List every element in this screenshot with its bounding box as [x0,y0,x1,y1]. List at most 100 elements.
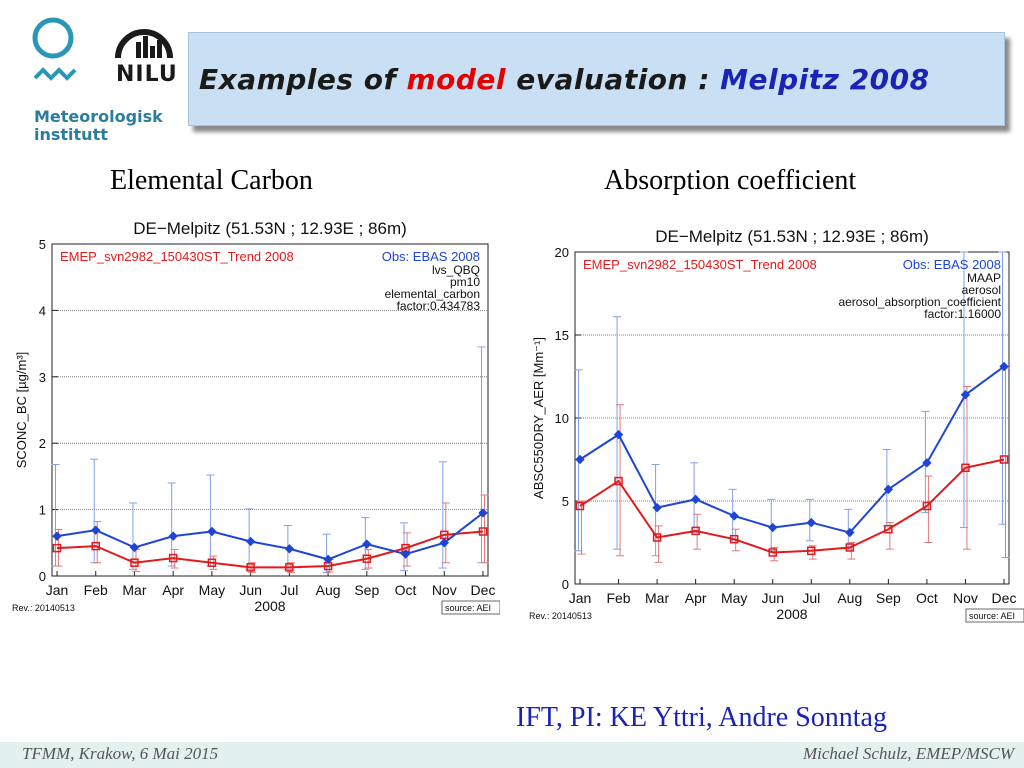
y-axis-label: SCONC_BC [µg/m³] [14,352,29,469]
x-tick-label: May [199,582,225,598]
x-tick-label: Jun [761,590,784,606]
info-line: lvs_QBQ [432,263,480,277]
x-tick-label: May [721,590,747,606]
y-tick-label: 1 [39,503,46,518]
x-tick-label: Nov [432,582,457,598]
x-tick-label: Feb [84,582,108,598]
obs-point [806,517,816,528]
model-series-line [56,530,484,569]
x-tick-label: Oct [916,590,938,606]
obs-point [729,511,739,521]
x-tick-label: Feb [606,590,630,606]
y-tick-label: 0 [39,569,46,584]
obs-point [478,508,488,518]
legend-model-label: EMEP_svn2982_150430ST_Trend 2008 [60,249,294,264]
met-logo-line-2: institutt [34,125,108,144]
data-credit: IFT, PI: KE Yttri, Andre Sonntag [516,702,887,733]
x-tick-label: Jul [802,590,820,606]
obs-point [690,494,701,505]
title-part-1: Examples of [199,63,407,96]
source-box [965,608,1024,623]
info-line: elemental_carbon [385,287,480,301]
y-tick-label: 4 [39,303,46,318]
met-institute-logo [32,17,77,81]
title-banner: Examples of model evaluation : Melpitz 2… [188,32,1005,126]
x-tick-label: Apr [162,582,184,598]
plot-frame [51,243,489,577]
model-point [285,563,294,572]
obs-point [613,429,624,440]
revision-note: Rev.: 20140513 [529,611,592,621]
y-tick-label: 20 [555,245,569,260]
obs-point [323,554,333,565]
obs-series-line [56,512,484,561]
y-tick-label: 10 [555,411,569,426]
obs-point [575,454,585,465]
model-point [575,501,585,511]
x-tick-label: Mar [122,582,146,598]
obs-point [207,526,217,537]
model-point [961,463,970,473]
y-axis-label: ABSC550DRY_AER [Mm⁻¹] [531,337,546,499]
y-tick-label: 5 [562,494,569,509]
obs-point [922,458,932,468]
title-site: Melpitz 2008 [720,63,930,96]
source-box [441,600,500,615]
model-point [922,501,932,511]
model-series-line [579,458,1005,554]
obs-point [999,361,1009,372]
elemental-carbon-chart: DE−Melpitz (51.53N ; 12.93E ; 86m) 0 1 2 3 4 5… [12,219,500,615]
model-point [845,543,855,552]
y-tick-label: 2 [39,436,46,451]
obs-point [960,390,971,400]
y-tick-label: 3 [39,370,46,385]
info-line: aerosol_absorption_coefficient [838,295,1001,309]
left-chart-heading: Elemental Carbon [110,165,313,196]
obs-point [845,527,855,538]
obs-point [362,539,372,549]
source-note: source: AEI [445,603,491,613]
x-tick-label: Sep [876,590,901,606]
x-tick-label: Nov [953,590,978,606]
model-point [652,533,662,542]
obs-point [52,531,62,541]
x-tick-label: Jan [569,590,592,606]
chart-title: DE−Melpitz (51.53N ; 12.93E ; 86m) [655,227,929,246]
x-axis-label: 2008 [254,598,285,614]
model-point [130,558,139,567]
x-tick-label: Mar [645,590,669,606]
model-point [362,554,372,563]
info-line: MAAP [967,271,1001,285]
title-model-word: model [406,63,507,96]
x-tick-label: Jul [280,582,298,598]
x-tick-label: Aug [316,582,341,598]
x-tick-label: Jun [239,582,262,598]
obs-point [129,542,140,553]
legend-model-label: EMEP_svn2982_150430ST_Trend 2008 [583,257,817,272]
footer-right: Michael Schulz, EMEP/MSCW [802,744,1014,763]
model-point [246,563,255,572]
slide-title: Examples of model evaluation : Melpitz 2… [199,63,930,96]
obs-point [439,538,449,548]
x-tick-label: Dec [471,582,496,598]
info-line: factor:1.16000 [924,307,1001,321]
y-tick-label: 5 [39,237,46,252]
model-point [91,541,100,551]
chart-title: DE−Melpitz (51.53N ; 12.93E ; 86m) [133,219,407,238]
x-axis-label: 2008 [776,606,807,622]
met-logo-text: Meteorologisk institutt [34,108,163,144]
x-tick-label: Dec [992,590,1017,606]
obs-point [652,502,662,513]
model-point [999,455,1009,464]
model-point [614,476,623,486]
legend-obs-label: Obs: EBAS 2008 [382,249,480,264]
x-tick-label: Jan [46,582,69,598]
obs-point [91,525,101,535]
model-point [52,543,62,553]
model-point [884,524,893,534]
footer-left: TFMM, Krakow, 6 Mai 2015 [22,744,219,763]
y-tick-label: 0 [562,577,569,592]
absorption-coefficient-chart: DE−Melpitz (51.53N ; 12.93E ; 86m) 0 5 10 15… [529,227,1024,623]
legend-obs-label: Obs: EBAS 2008 [903,257,1001,272]
model-point [807,546,816,556]
